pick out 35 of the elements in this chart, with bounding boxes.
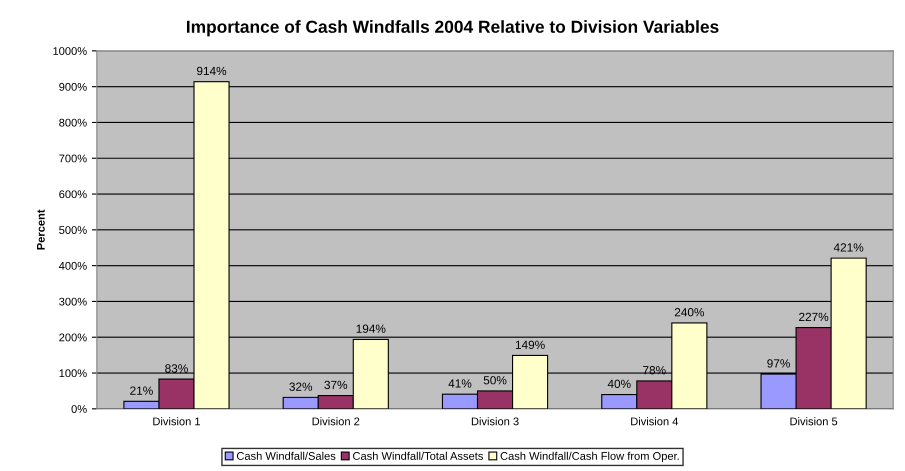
y-tick-label: 200%: [59, 334, 87, 342]
y-axis-title: Percent: [37, 210, 45, 250]
y-tick-label: 0%: [71, 405, 87, 413]
data-label: 194%: [356, 324, 386, 333]
y-tick-label: 1000%: [53, 47, 87, 56]
data-label: 83%: [165, 364, 188, 373]
x-tick-label: Division 2: [312, 417, 360, 426]
data-label: 40%: [608, 380, 631, 388]
data-label: 240%: [674, 308, 704, 316]
data-label: 97%: [767, 359, 790, 368]
data-label: 32%: [289, 382, 312, 391]
x-tick-label: Division 5: [790, 417, 838, 426]
data-label: 421%: [834, 243, 864, 252]
y-tick-label: 400%: [58, 262, 87, 270]
y-tick-label: 800%: [59, 118, 87, 127]
legend-label: Cash Windfall/Total Assets: [353, 452, 483, 460]
data-label: 41%: [448, 379, 472, 388]
y-tick-label: 300%: [59, 298, 87, 306]
y-tick-label: 100%: [60, 369, 87, 378]
data-label: 914%: [196, 66, 226, 76]
y-tick-label: 900%: [59, 82, 87, 91]
data-label: 227%: [799, 312, 828, 322]
x-tick-label: Division 3: [472, 417, 519, 426]
data-label: 37%: [324, 380, 348, 390]
y-tick-label: 600%: [59, 190, 87, 198]
y-tick-label: 700%: [59, 154, 87, 162]
data-label: 50%: [484, 376, 506, 384]
legend-label: Cash Windfall/Cash Flow from Oper.: [500, 452, 679, 462]
chart-title: Importance of Cash Windfalls 2004 Relative to Division Variables: [186, 20, 718, 36]
y-tick-label: 500%: [59, 226, 87, 234]
x-tick-label: Division 4: [631, 417, 678, 426]
x-tick-label: Division 1: [153, 417, 200, 426]
data-label: 21%: [130, 386, 153, 395]
data-label: 149%: [516, 340, 545, 349]
legend-label: Cash Windfall/Sales: [236, 452, 336, 460]
